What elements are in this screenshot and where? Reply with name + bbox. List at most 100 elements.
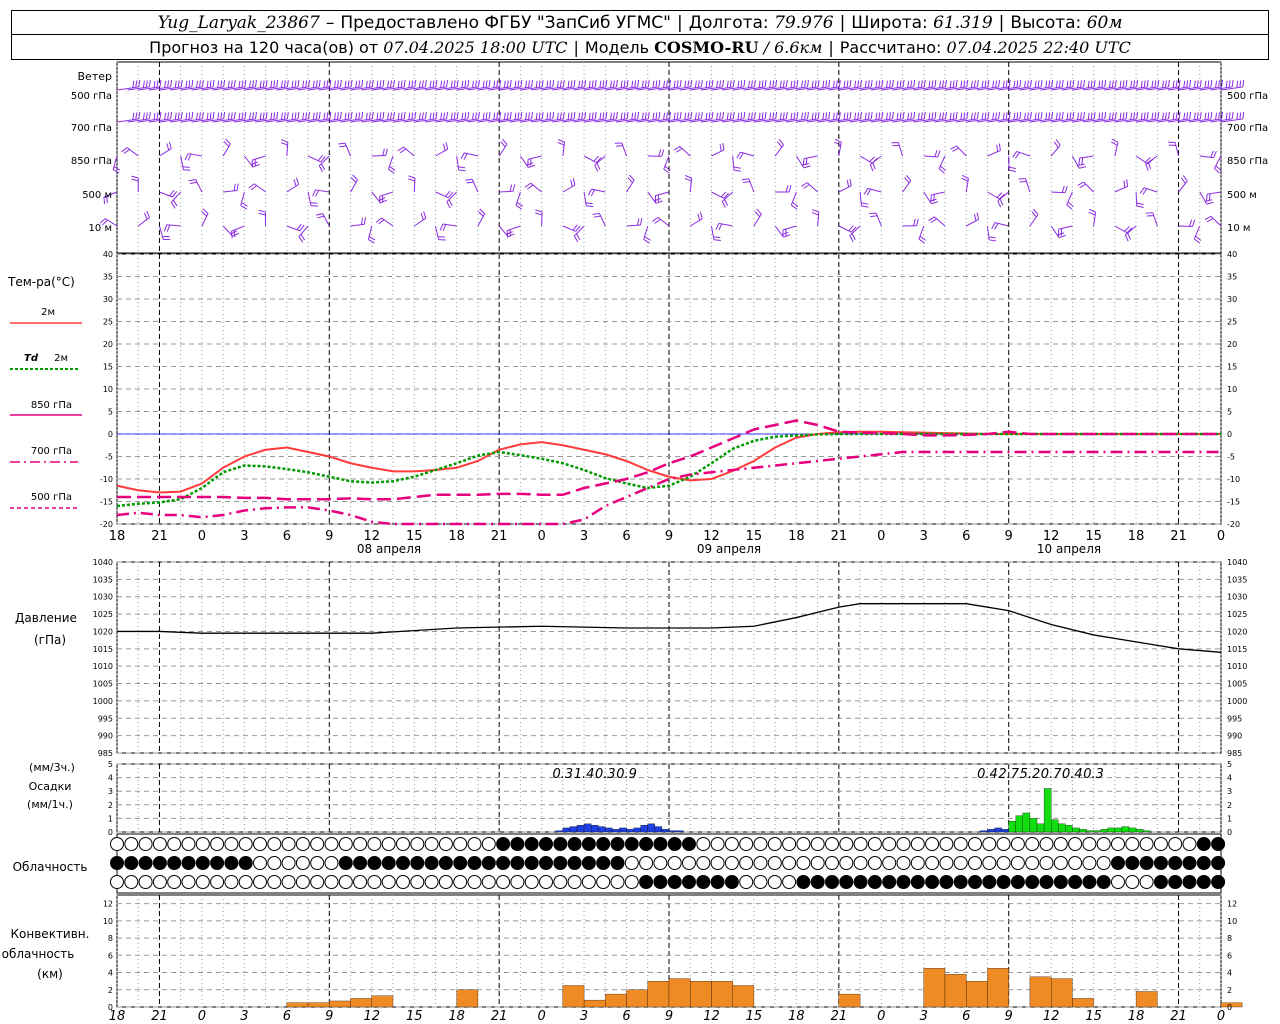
wind-barb-feather <box>217 80 220 88</box>
wind-barb-feather <box>590 189 595 197</box>
conv-bar <box>626 989 648 1008</box>
wind-barb-feather <box>1157 79 1160 88</box>
xtick-hour-bottom: 21 <box>151 1009 168 1024</box>
legend-td-label: 2м <box>54 353 68 364</box>
wind-barb-feather <box>323 112 326 120</box>
wind-barb-feather <box>870 215 878 218</box>
wind-barb <box>955 86 978 91</box>
wind-barb <box>860 118 882 123</box>
cloud-symbol <box>1111 875 1125 889</box>
wind-barb-feather <box>652 112 655 120</box>
wind-barb-feather <box>832 112 835 120</box>
wind-barb-feather <box>355 112 358 120</box>
precip-3h-label: 5.2 <box>1020 767 1041 782</box>
wind-barb-feather <box>1214 167 1220 174</box>
wind-barb-feather <box>1013 80 1016 88</box>
cloud-symbol <box>1125 837 1140 851</box>
wind-barb-feather <box>785 79 788 88</box>
cloud-symbol <box>839 856 854 870</box>
wind-barb <box>253 183 266 193</box>
cloud-symbol <box>1096 875 1111 889</box>
ytick-conv: 12 <box>103 900 113 909</box>
wind-barb-feather <box>318 111 321 120</box>
cloud-symbol <box>396 875 410 889</box>
wind-barb-feather <box>320 156 326 163</box>
wind-barb-feather <box>729 112 732 120</box>
cloud-symbol <box>152 875 167 889</box>
wind-barb-feather <box>942 112 944 120</box>
cloud-symbol <box>796 856 811 870</box>
wind-barb-feather <box>382 79 385 88</box>
legend-td-symbol: Td <box>24 353 39 364</box>
wind-barb-feather <box>896 80 899 88</box>
cloud-symbol <box>438 856 453 870</box>
wind-barb-feather <box>1108 112 1111 120</box>
cloud-symbol <box>424 837 439 851</box>
wind-barb-feather <box>753 79 756 88</box>
wind-barb-feather <box>973 112 976 120</box>
wind-barb-feather <box>188 112 191 120</box>
wind-barb <box>790 191 797 206</box>
wind-barb-feather <box>620 80 623 88</box>
wind-barb <box>1199 118 1222 123</box>
wind-barb <box>477 118 500 123</box>
wind-barb-feather <box>1172 80 1175 88</box>
wind-barb-feather <box>1045 80 1048 88</box>
wind-barb <box>1207 191 1222 195</box>
wind-level-850hpa: 850 гПа <box>71 156 112 167</box>
wind-barb-feather <box>992 80 995 88</box>
cloud-symbol <box>381 875 396 889</box>
wind-barb <box>938 155 946 169</box>
wind-barb-feather <box>477 211 484 217</box>
wind-barb <box>499 118 522 123</box>
wind-barb <box>223 118 246 123</box>
wind-barb-feather <box>843 80 846 88</box>
conv-bar <box>1072 998 1094 1008</box>
wind-barb-feather <box>663 80 666 88</box>
ytick-press-right: 1005 <box>1227 680 1247 689</box>
wind-barb-feather <box>807 111 809 120</box>
wind-barb-feather <box>631 112 634 120</box>
wind-barb-feather <box>429 80 432 88</box>
wind-barb-feather <box>506 112 509 120</box>
wind-barb-feather <box>1110 141 1118 146</box>
wind-barb-feather <box>576 233 581 241</box>
wind-barb <box>679 118 702 123</box>
wind-barb-feather <box>397 112 400 120</box>
wind-barb-feather <box>708 80 711 88</box>
cloud-symbol <box>853 875 868 889</box>
wind-barb <box>774 144 784 157</box>
xtick-hour: 18 <box>109 529 126 544</box>
wind-barb-feather <box>258 209 266 213</box>
wind-barb <box>1072 118 1095 123</box>
wind-barb-feather <box>1077 163 1085 167</box>
wind-barb-feather <box>807 79 809 88</box>
wind-barb-feather <box>456 111 459 120</box>
ytick-precip: 3 <box>108 787 113 796</box>
wind-barb-feather <box>779 80 782 88</box>
wind-barb <box>966 118 989 123</box>
ytick-press: 1010 <box>93 662 113 671</box>
wind-barb-feather <box>225 138 231 145</box>
wind-barb <box>743 118 766 123</box>
wind-barb <box>159 191 173 198</box>
wind-barb <box>870 86 893 91</box>
wind-barb <box>955 118 978 123</box>
wind-barb-feather <box>1031 211 1037 218</box>
conv-title-2: облачность <box>2 947 75 961</box>
cloud-symbol <box>682 875 696 889</box>
wind-barb <box>966 86 989 91</box>
precip-bar <box>591 825 599 833</box>
wind-barb-feather <box>418 112 421 120</box>
wind-barb-feather <box>556 112 559 120</box>
wind-barb-feather <box>587 188 593 196</box>
cloud-symbol <box>867 856 882 870</box>
wind-barb <box>1019 86 1042 91</box>
wind-barb-feather <box>1119 112 1122 120</box>
cloud-symbol <box>253 856 267 870</box>
cloud-symbol <box>1039 837 1054 851</box>
cloud-symbol <box>524 875 539 889</box>
wind-barb <box>339 118 362 123</box>
wind-barb-feather <box>573 235 579 243</box>
